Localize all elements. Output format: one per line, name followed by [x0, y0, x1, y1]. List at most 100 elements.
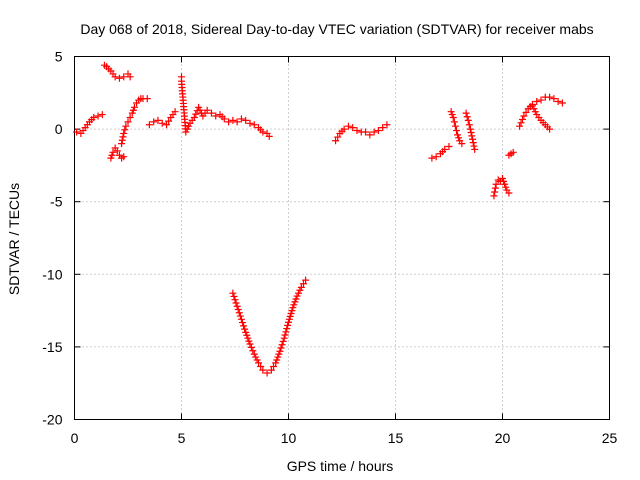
data-point-interp — [334, 133, 342, 141]
data-point-interp — [279, 337, 287, 345]
x-tick-label: 10 — [281, 430, 297, 446]
data-point — [229, 289, 237, 297]
data-point — [464, 116, 472, 124]
series-s7 — [229, 276, 310, 377]
data-point — [445, 143, 453, 151]
data-point — [145, 121, 153, 129]
data-point-interp — [450, 118, 458, 126]
series-s15 — [528, 102, 554, 133]
data-point — [98, 111, 106, 119]
data-point — [115, 74, 123, 82]
data-point — [246, 340, 254, 348]
x-tick-labels: 0 5 10 15 20 25 — [71, 430, 618, 446]
data-point-interp — [192, 110, 200, 118]
data-point — [242, 116, 250, 124]
data-point — [379, 124, 387, 132]
data-point — [122, 122, 130, 130]
data-point — [163, 121, 171, 129]
data-point — [558, 99, 566, 107]
data-point — [118, 140, 126, 148]
data-point — [490, 192, 498, 200]
data-point — [113, 147, 121, 155]
data-point — [120, 153, 128, 161]
y-axis-label: SDTVAR / TECUs — [6, 183, 22, 295]
data-point — [509, 148, 517, 156]
y-tick-label: -5 — [50, 194, 63, 210]
data-point-interp — [277, 344, 285, 352]
data-point-interp — [238, 319, 246, 327]
data-point — [263, 369, 271, 377]
data-point-interp — [299, 280, 307, 288]
data-point-interp — [240, 322, 248, 330]
data-point-interp — [281, 331, 289, 339]
series-s1 — [73, 111, 106, 137]
series-s10 — [447, 108, 466, 148]
data-point — [302, 276, 310, 284]
series-s13 — [505, 148, 517, 159]
axis-ticks — [74, 56, 610, 420]
data-point — [280, 334, 288, 342]
data-point — [533, 98, 541, 106]
data-point — [94, 112, 102, 120]
data-point-interp — [257, 363, 265, 371]
data-point — [212, 112, 220, 120]
data-point-interp — [282, 328, 290, 336]
y-tick-label: -10 — [42, 266, 62, 282]
data-point — [109, 148, 117, 156]
data-point-interp — [121, 126, 129, 134]
data-point — [126, 113, 134, 121]
data-point-interp — [452, 127, 460, 135]
y-tick-label: 0 — [55, 121, 63, 137]
series-s5 — [145, 108, 179, 129]
data-point — [73, 128, 81, 136]
data-point-interp — [231, 296, 239, 304]
data-point — [150, 118, 158, 126]
series-s14 — [516, 93, 566, 130]
data-point-interp — [118, 136, 126, 144]
data-point — [546, 125, 554, 133]
data-point — [370, 128, 378, 136]
chart-title: Day 068 of 2018, Sidereal Day-to-day VTE… — [80, 21, 593, 37]
data-point — [158, 119, 166, 127]
data-point-interp — [119, 133, 127, 141]
data-point — [143, 95, 151, 103]
grid-lines — [74, 56, 610, 420]
data-point-interp — [278, 341, 286, 349]
data-point-interp — [283, 325, 291, 333]
data-point — [120, 73, 128, 81]
y-tick-label: -20 — [42, 412, 62, 428]
data-point — [362, 128, 370, 136]
series-s8 — [332, 121, 391, 145]
series-s4 — [118, 95, 151, 148]
data-point-interp — [468, 132, 476, 140]
data-point — [267, 366, 275, 374]
data-point — [451, 122, 459, 130]
data-point — [259, 366, 267, 374]
data-point — [546, 93, 554, 101]
data-point — [471, 145, 479, 153]
data-point — [349, 124, 357, 132]
data-point-interp — [517, 119, 525, 127]
data-point-interp — [241, 325, 249, 333]
data-point — [492, 180, 500, 188]
data-point — [441, 145, 449, 153]
data-point-interp — [235, 309, 243, 317]
data-point-interp — [270, 363, 278, 371]
data-point — [171, 108, 179, 116]
y-tick-label: 5 — [55, 49, 63, 65]
data-point — [207, 109, 215, 117]
data-point-interp — [165, 117, 173, 125]
data-point — [190, 113, 198, 121]
data-point — [120, 129, 128, 137]
data-point-interp — [470, 142, 478, 150]
x-tick-label: 0 — [71, 430, 79, 446]
data-point — [90, 113, 98, 121]
data-point-interp — [236, 312, 244, 320]
data-point — [250, 121, 258, 129]
data-point — [537, 96, 545, 104]
data-point — [449, 113, 457, 121]
x-tick-label: 5 — [178, 430, 186, 446]
data-point-interp — [463, 113, 471, 121]
data-point — [505, 189, 513, 197]
